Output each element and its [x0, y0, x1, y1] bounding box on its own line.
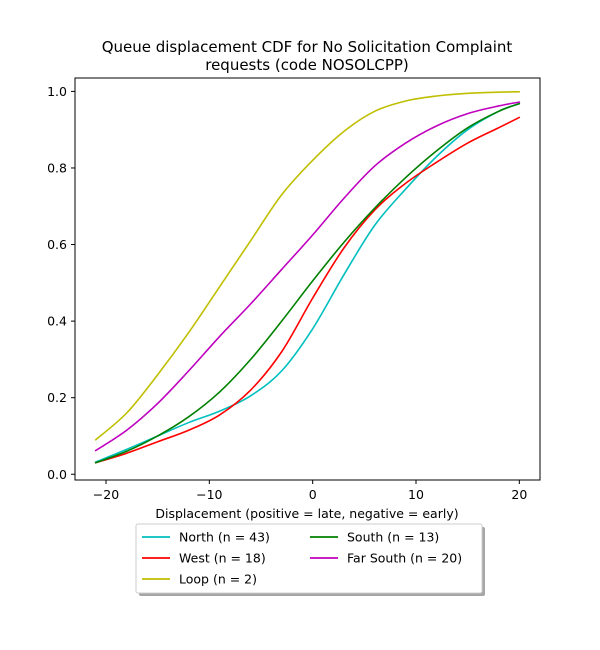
chart-title-line-1: Queue displacement CDF for No Solicitati…	[102, 38, 513, 56]
legend-label-0: North (n = 43)	[179, 530, 270, 545]
series-line-1	[94, 116, 521, 464]
y-tick-label: 1.0	[47, 84, 67, 99]
series-line-2	[94, 90, 521, 441]
legend-label-4: Far South (n = 20)	[347, 551, 462, 566]
y-axis: 0.0 0.2 0.4 0.6 0.8 1.0	[47, 84, 75, 482]
plot-frame	[74, 77, 541, 481]
legend-label-3: South (n = 13)	[347, 530, 439, 545]
chart-title-line-2: requests (code NOSOLCPP)	[205, 56, 409, 74]
y-tick-label: 0.2	[47, 390, 67, 405]
y-tick-label: 0.4	[47, 314, 67, 329]
x-tick-label: −20	[93, 487, 119, 502]
x-tick-label: −10	[196, 487, 222, 502]
x-tick-label: 0	[309, 487, 317, 502]
legend-box	[135, 523, 483, 594]
y-tick-label: 0.6	[47, 237, 67, 252]
series-line-3	[94, 102, 521, 464]
y-tick-label: 0.0	[47, 467, 67, 482]
series-line-4	[94, 101, 521, 452]
y-tick-label: 0.8	[47, 160, 67, 175]
chart-title: Queue displacement CDF for No Solicitati…	[102, 38, 513, 74]
legend-label-1: West (n = 18)	[179, 551, 266, 566]
series-line-0	[94, 102, 521, 463]
series-layer	[94, 90, 521, 464]
legend-label-2: Loop (n = 2)	[179, 572, 257, 587]
x-axis: −20 −10 0 10 20	[93, 480, 527, 502]
x-axis-label: Displacement (positive = late, negative …	[155, 506, 458, 521]
x-tick-label: 10	[408, 487, 424, 502]
x-tick-label: 20	[511, 487, 527, 502]
legend: North (n = 43) West (n = 18) Loop (n = 2) S…	[135, 523, 485, 596]
